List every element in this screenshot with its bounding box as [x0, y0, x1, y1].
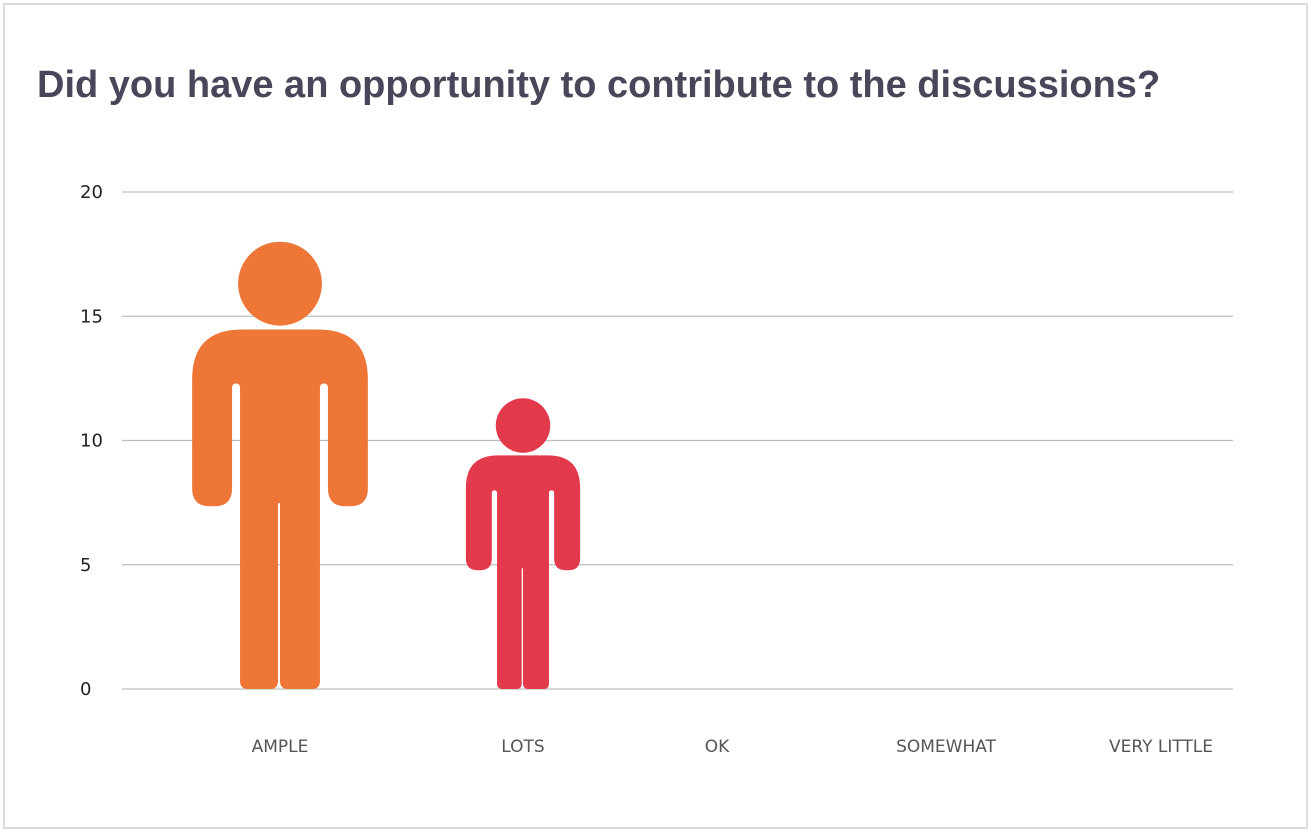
category-labels: AMPLE LOTS OK SOMEWHAT VERY LITTLE — [252, 737, 1213, 757]
person-body — [465, 455, 581, 689]
person-figure — [192, 241, 368, 689]
y-tick-label: 10 — [80, 431, 103, 452]
chart-title: Did you have an opportunity to contribut… — [37, 64, 1161, 106]
person-figure — [465, 398, 581, 689]
y-tick-label: 15 — [80, 306, 103, 327]
y-tick-label: 20 — [80, 182, 103, 203]
y-tick-label: 0 — [80, 679, 91, 700]
category-label: LOTS — [501, 737, 544, 757]
category-label: SOMEWHAT — [896, 737, 996, 757]
person-body — [192, 329, 368, 689]
y-tick-labels: 0 5 10 15 20 — [80, 182, 103, 700]
category-label: VERY LITTLE — [1109, 737, 1213, 757]
person-head — [238, 241, 322, 326]
category-label: OK — [705, 737, 730, 757]
category-label: AMPLE — [252, 737, 309, 757]
y-tick-label: 5 — [80, 555, 91, 576]
person-head — [495, 398, 551, 453]
person-figures — [192, 241, 581, 689]
